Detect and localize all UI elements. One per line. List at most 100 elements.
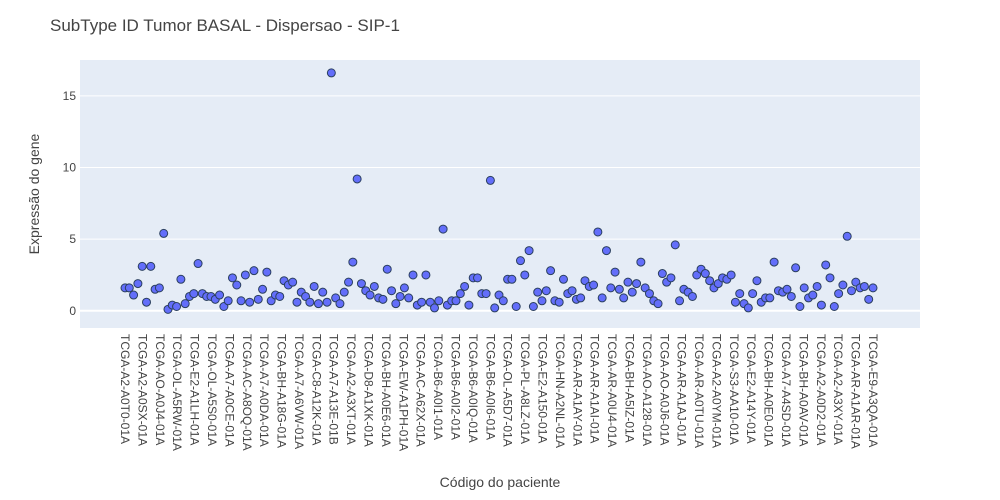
data-point (146, 261, 156, 271)
x-tick-label: TCGA-AR-A0TU-01A (692, 334, 706, 448)
y-tick-label: 10 (63, 160, 77, 174)
data-point (408, 270, 418, 280)
data-point (391, 299, 401, 309)
data-point (172, 302, 182, 312)
data-point (193, 259, 203, 269)
data-point (515, 256, 525, 266)
data-point (223, 296, 233, 306)
data-point (769, 257, 779, 267)
x-tick-label: TCGA-AR-A1AI-01A (588, 334, 602, 443)
x-tick-label: TCGA-A7-A0CE-01A (222, 334, 236, 447)
data-point (735, 289, 745, 299)
x-tick-label: TCGA-A2-A0T0-01A (118, 334, 132, 444)
x-tick-label: TCGA-A2-A0SX-01A (135, 334, 149, 446)
x-tick-label: TCGA-B6-A0I6-01A (483, 334, 497, 440)
data-point (765, 293, 775, 303)
data-point (232, 280, 242, 290)
data-point (507, 274, 517, 284)
data-point (421, 270, 431, 280)
x-tick-label: TCGA-AR-A1AJ-01A (675, 334, 689, 446)
x-tick-label: TCGA-D8-A1XK-01A (362, 334, 376, 447)
data-point (434, 296, 444, 306)
data-point (524, 246, 534, 256)
data-point (322, 297, 332, 307)
data-point (546, 266, 556, 276)
data-point (318, 287, 328, 297)
data-point (464, 300, 474, 310)
data-point (632, 279, 642, 289)
data-point (816, 300, 826, 310)
data-point (799, 283, 809, 293)
data-point (687, 291, 697, 301)
chart-title: SubType ID Tumor BASAL - Dispersao - SIP… (50, 16, 400, 35)
x-axis-title: Código do paciente (440, 474, 561, 490)
x-tick-label: TCGA-B6-A0I1-01A (431, 334, 445, 440)
data-point (404, 293, 414, 303)
data-point (240, 270, 250, 280)
data-point (752, 276, 762, 286)
x-tick-label: TCGA-OL-A5S0-01A (205, 334, 219, 446)
x-tick-label: TCGA-EW-A1PH-01A (396, 334, 410, 451)
data-point (481, 289, 491, 299)
data-point (460, 281, 470, 291)
data-point (623, 277, 633, 287)
data-point (619, 293, 629, 303)
data-point (829, 302, 839, 312)
data-point (356, 279, 366, 289)
y-axis-ticks: 0 5 10 15 (63, 89, 77, 318)
data-point (834, 289, 844, 299)
data-point (520, 270, 530, 280)
data-point (124, 283, 134, 293)
data-point (601, 246, 611, 256)
x-tick-label: TCGA-AC-A8OQ-01A (240, 334, 254, 451)
x-tick-label: TCGA-B6-A0I2-01A (449, 334, 463, 440)
x-tick-label: TCGA-AC-A62X-01A (414, 334, 428, 447)
x-tick-label: TCGA-S3-AA10-01A (727, 334, 741, 445)
x-tick-label: TCGA-A2-A3XY-01A (831, 334, 845, 445)
data-point (369, 281, 379, 291)
data-point (485, 175, 495, 185)
data-point (666, 273, 676, 283)
data-point (498, 296, 508, 306)
y-tick-label: 0 (69, 304, 76, 318)
data-point (253, 294, 263, 304)
data-point (726, 270, 736, 280)
data-point (305, 297, 315, 307)
data-point (533, 287, 543, 297)
data-point (597, 293, 607, 303)
x-tick-label: TCGA-A7-A13E-01B (327, 334, 341, 445)
data-point (821, 260, 831, 270)
data-point (399, 283, 409, 293)
data-point (748, 289, 758, 299)
x-tick-label: TCGA-A2-A0D2-01A (814, 334, 828, 445)
data-point (451, 296, 461, 306)
data-point (180, 299, 190, 309)
data-point (352, 174, 362, 184)
data-point (795, 302, 805, 312)
data-point (842, 231, 852, 241)
x-tick-label: TCGA-A7-A6VW-01A (292, 334, 306, 449)
data-point (430, 303, 440, 313)
data-point (868, 283, 878, 293)
data-points (120, 68, 878, 314)
data-point (636, 257, 646, 267)
data-point (859, 281, 869, 291)
data-point (154, 283, 164, 293)
data-point (743, 303, 753, 313)
data-point (567, 286, 577, 296)
data-point (227, 273, 237, 283)
x-tick-label: TCGA-E2-A14Y-01A (744, 334, 758, 444)
data-point (490, 303, 500, 313)
data-point (141, 297, 151, 307)
plot-area (80, 60, 920, 328)
data-point (614, 284, 624, 294)
data-point (313, 299, 323, 309)
data-point (782, 284, 792, 294)
data-point (670, 240, 680, 250)
data-point (606, 283, 616, 293)
x-tick-label: TCGA-AO-A0J6-01A (657, 334, 671, 445)
data-point (133, 279, 143, 289)
data-point (288, 277, 298, 287)
x-tick-label: TCGA-AO-A0J4-01A (153, 334, 167, 445)
